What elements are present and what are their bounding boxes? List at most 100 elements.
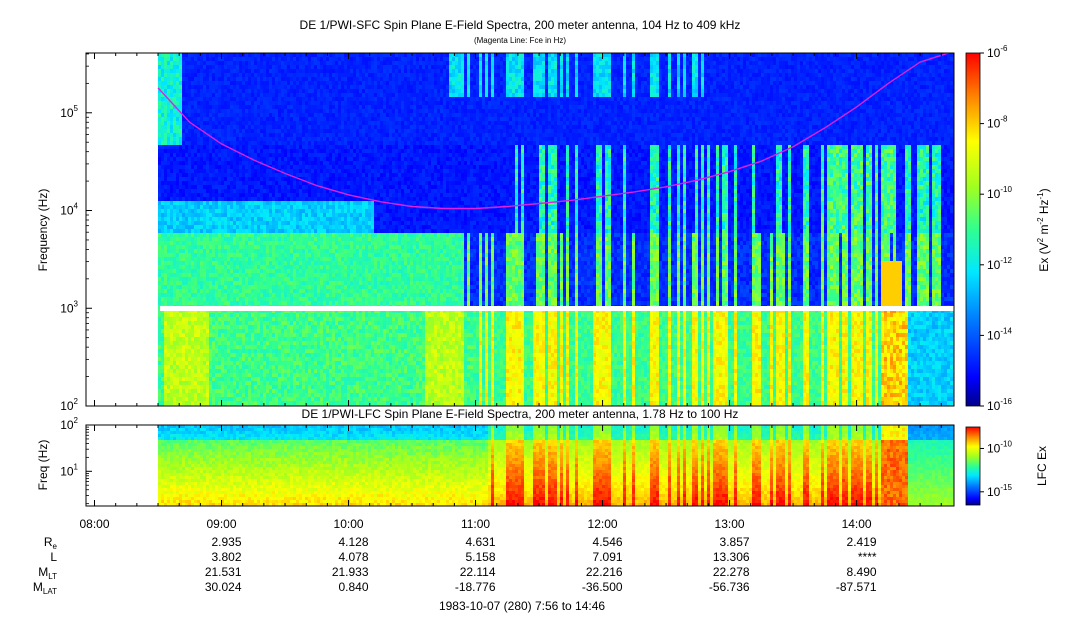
sfc-heatmap-cell [224,249,227,253]
sfc-heatmap-cell [194,301,197,305]
sfc-heatmap-cell [263,133,266,137]
sfc-heatmap-cell [212,189,215,193]
sfc-heatmap-cell [257,289,260,293]
sfc-heatmap-cell [269,221,272,225]
sfc-heatmap-cell [269,293,272,297]
sfc-heatmap-cell [299,389,302,393]
sfc-heatmap-cell [179,249,182,253]
sfc-heatmap-cell [203,397,206,401]
sfc-heatmap-cell [209,225,212,229]
sfc-heatmap-cell [200,97,203,101]
sfc-heatmap-cell [308,221,311,225]
sfc-heatmap-cell [245,73,248,77]
sfc-heatmap-cell [266,389,269,393]
sfc-heatmap-cell [305,349,308,353]
sfc-heatmap-cell [284,313,287,317]
sfc-heatmap-cell [200,285,203,289]
sfc-heatmap-cell [293,229,296,233]
sfc-heatmap-cell [182,237,185,241]
sfc-heatmap-cell [221,197,224,201]
sfc-heatmap-cell [224,297,227,301]
sfc-heatmap-cell [293,57,296,61]
sfc-heatmap-cell [230,333,233,337]
sfc-heatmap-cell [158,289,161,293]
sfc-heatmap-cell [170,149,173,153]
sfc-heatmap-cell [266,393,269,397]
sfc-heatmap-cell [209,373,212,377]
sfc-heatmap-cell [323,181,326,185]
sfc-heatmap-cell [236,153,239,157]
sfc-heatmap-cell [218,253,221,257]
sfc-heatmap-cell [230,101,233,105]
sfc-heatmap-cell [170,261,173,265]
sfc-heatmap-cell [194,237,197,241]
sfc-heatmap-cell [173,73,176,77]
sfc-heatmap-cell [215,173,218,177]
sfc-heatmap-cell [209,125,212,129]
sfc-heatmap-cell [242,125,245,129]
sfc-heatmap-cell [278,265,281,269]
sfc-heatmap-cell [260,233,263,237]
sfc-heatmap-cell [263,209,266,213]
sfc-heatmap-cell [167,353,170,357]
sfc-heatmap-cell [287,289,290,293]
sfc-heatmap-cell [158,129,161,133]
sfc-heatmap-cell [221,137,224,141]
sfc-heatmap-cell [227,149,230,153]
sfc-heatmap-cell [302,77,305,81]
sfc-heatmap-cell [308,329,311,333]
sfc-heatmap-cell [302,89,305,93]
sfc-heatmap-cell [185,401,188,405]
sfc-heatmap-cell [158,373,161,377]
sfc-heatmap-cell [305,201,308,205]
sfc-heatmap-cell [218,177,221,181]
sfc-heatmap-cell [248,325,251,329]
sfc-heatmap-cell [212,209,215,213]
sfc-heatmap-cell [200,157,203,161]
sfc-heatmap-cell [320,161,323,165]
sfc-heatmap-cell [248,165,251,169]
sfc-heatmap-cell [167,297,170,301]
sfc-heatmap-cell [176,177,179,181]
sfc-heatmap-cell [299,173,302,177]
sfc-heatmap-cell [311,245,314,249]
sfc-heatmap-cell [179,129,182,133]
sfc-heatmap-cell [302,205,305,209]
sfc-heatmap-cell [317,241,320,245]
sfc-heatmap-cell [227,253,230,257]
sfc-heatmap-cell [275,293,278,297]
sfc-heatmap-cell [170,357,173,361]
sfc-heatmap-cell [161,273,164,277]
sfc-heatmap-cell [269,61,272,65]
sfc-heatmap-cell [167,181,170,185]
sfc-heatmap-cell [164,149,167,153]
sfc-heatmap-cell [296,277,299,281]
sfc-heatmap-cell [176,205,179,209]
sfc-heatmap-cell [290,77,293,81]
sfc-heatmap-cell [263,217,266,221]
sfc-heatmap-cell [164,317,167,321]
sfc-heatmap-cell [230,293,233,297]
sfc-heatmap-cell [170,53,173,57]
sfc-heatmap-cell [305,257,308,261]
sfc-heatmap-cell [278,61,281,65]
sfc-heatmap-cell [299,69,302,73]
sfc-heatmap-cell [167,301,170,305]
sfc-heatmap-cell [182,129,185,133]
sfc-heatmap-cell [182,61,185,65]
sfc-heatmap-cell [239,369,242,373]
sfc-heatmap-cell [299,129,302,133]
sfc-heatmap-cell [269,129,272,133]
sfc-heatmap-cell [326,81,329,85]
sfc-heatmap-cell [239,129,242,133]
sfc-heatmap-cell [305,329,308,333]
sfc-heatmap-cell [164,145,167,149]
sfc-heatmap-cell [305,117,308,121]
sfc-heatmap-cell [299,53,302,57]
sfc-heatmap-cell [200,341,203,345]
sfc-heatmap-cell [251,257,254,261]
sfc-heatmap-cell [314,213,317,217]
sfc-heatmap-cell [200,101,203,105]
sfc-heatmap-cell [212,201,215,205]
sfc-heatmap-cell [278,125,281,129]
